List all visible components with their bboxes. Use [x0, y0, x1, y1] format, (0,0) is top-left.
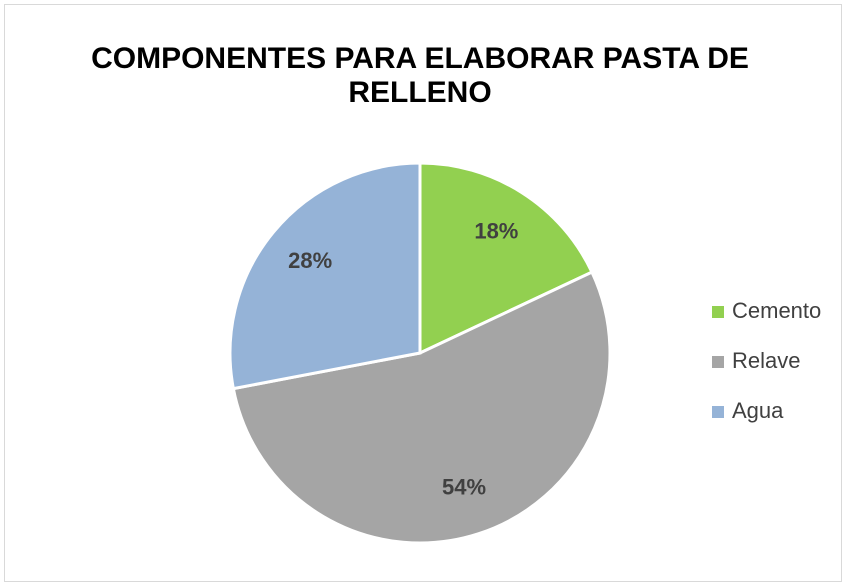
chart-frame	[4, 4, 842, 582]
legend-label: Relave	[732, 348, 800, 373]
data-label: 54%	[442, 474, 486, 499]
legend-label: Cemento	[732, 298, 821, 323]
data-label: 28%	[288, 248, 332, 273]
legend-swatch	[712, 406, 724, 418]
legend-swatch	[712, 306, 724, 318]
legend-swatch	[712, 356, 724, 368]
pie-slice	[231, 270, 612, 545]
pie-slice	[418, 161, 594, 356]
pie-slice	[228, 161, 422, 391]
data-label: 18%	[474, 218, 518, 243]
legend-label: Agua	[732, 398, 784, 423]
chart-title: COMPONENTES PARA ELABORAR PASTA DE RELLE…	[91, 42, 749, 109]
